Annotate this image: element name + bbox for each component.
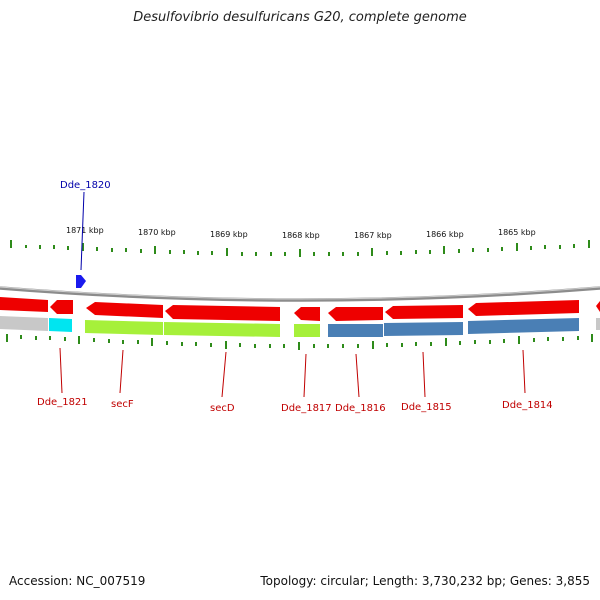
gene-label-dde1815[interactable]: Dde_1815 xyxy=(401,402,452,413)
top-tick-row xyxy=(10,240,590,257)
gene-arrow[interactable] xyxy=(385,305,463,319)
cog-block xyxy=(85,320,163,335)
cog-block xyxy=(596,318,600,330)
gene-arrow[interactable] xyxy=(596,301,600,312)
cog-track xyxy=(0,316,600,337)
gene-label-dde1816[interactable]: Dde_1816 xyxy=(335,403,386,414)
cog-block xyxy=(384,322,463,336)
gene-arrow[interactable] xyxy=(294,307,320,321)
cog-block xyxy=(328,324,383,337)
bottom-tick-row xyxy=(6,334,593,350)
cog-block xyxy=(0,316,48,331)
kbp-label: 1871 kbp xyxy=(66,226,104,235)
accession-text: Accession: NC_007519 xyxy=(9,574,146,588)
gene-arrow[interactable] xyxy=(328,307,383,321)
gene-arrow-dde1820[interactable] xyxy=(76,275,86,288)
kbp-label: 1866 kbp xyxy=(426,230,464,239)
genome-backbone xyxy=(0,286,600,302)
gene-label-secf[interactable]: secF xyxy=(111,399,134,410)
cds-track xyxy=(0,297,600,321)
gene-arrow[interactable] xyxy=(165,305,280,321)
gene-arrow[interactable] xyxy=(86,302,163,318)
cog-block xyxy=(294,324,320,337)
cog-block xyxy=(468,318,579,334)
cog-block xyxy=(49,318,72,332)
kbp-label: 1865 kbp xyxy=(498,228,536,237)
kbp-label: 1870 kbp xyxy=(138,228,176,237)
kbp-label: 1867 kbp xyxy=(354,231,392,240)
gene-arrow[interactable] xyxy=(0,297,48,312)
genome-title: Desulfovibrio desulfuricans G20, complet… xyxy=(133,10,467,25)
gene-label-dde1814[interactable]: Dde_1814 xyxy=(502,400,553,411)
genome-summary-text: Topology: circular; Length: 3,730,232 bp… xyxy=(260,574,590,588)
gene-arrow[interactable] xyxy=(50,300,73,314)
gene-label-dde1817[interactable]: Dde_1817 xyxy=(281,403,332,414)
kbp-label: 1868 kbp xyxy=(282,231,320,240)
cog-block xyxy=(164,322,280,337)
gene-arrow[interactable] xyxy=(468,300,579,316)
kbp-label: 1869 kbp xyxy=(210,230,248,239)
gene-label-secd[interactable]: secD xyxy=(210,403,235,414)
gene-label-dde1821[interactable]: Dde_1821 xyxy=(37,397,88,408)
gene-label-dde1820[interactable]: Dde_1820 xyxy=(60,180,111,191)
leader-lines xyxy=(59,191,526,398)
